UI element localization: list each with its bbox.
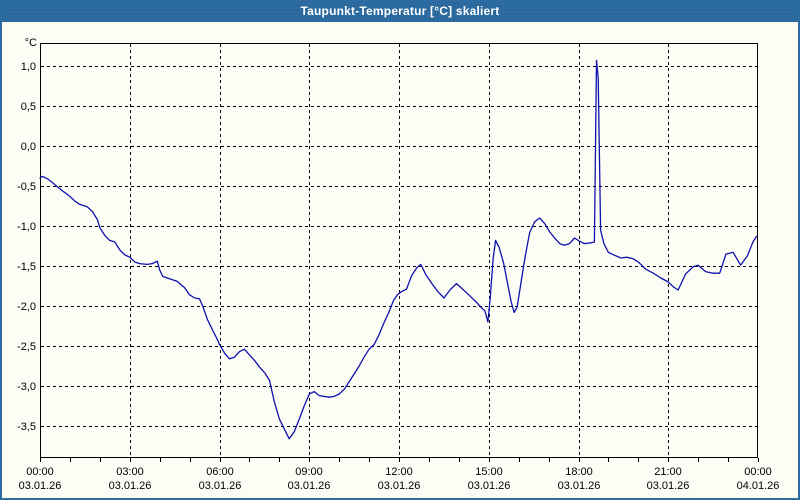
window-title: Taupunkt-Temperatur [°C] skaliert (300, 4, 500, 18)
x-axis-date-label: 03.01.26 (109, 480, 152, 492)
y-axis-tick-label: -1,0 (17, 221, 36, 233)
temperature-line (39, 59, 758, 440)
x-axis-date-label: 04.01.26 (737, 480, 780, 492)
y-axis-tick-label: -2,0 (17, 301, 36, 313)
x-axis-date-label: 03.01.26 (199, 480, 242, 492)
y-axis-tick-label: 0,0 (21, 141, 36, 153)
x-axis-time-label: 15:00 (475, 466, 503, 478)
x-axis-date-label: 03.01.26 (468, 480, 511, 492)
x-axis-time-label: 21:00 (654, 466, 682, 478)
x-axis-time-label: 00:00 (744, 466, 772, 478)
x-axis-time-label: 00:00 (26, 466, 54, 478)
y-axis-tick-label: -0,5 (17, 181, 36, 193)
x-axis-date-label: 03.01.26 (647, 480, 690, 492)
y-axis-tick-label: -2,5 (17, 341, 36, 353)
x-axis-time-label: 09:00 (295, 466, 323, 478)
y-axis-unit-label: °C (25, 37, 37, 49)
x-axis-time-label: 06:00 (206, 466, 234, 478)
x-axis-time-label: 18:00 (565, 466, 593, 478)
x-axis-time-label: 12:00 (385, 466, 413, 478)
y-axis-tick-label: -1,5 (17, 261, 36, 273)
plot-border (40, 43, 758, 458)
y-axis-tick-label: 0,5 (21, 101, 36, 113)
x-axis-date-label: 03.01.26 (288, 480, 331, 492)
y-axis-tick-label: -3,0 (17, 381, 36, 393)
x-axis-date-label: 03.01.26 (19, 480, 62, 492)
y-axis-tick-label: -3,5 (17, 421, 36, 433)
y-axis-tick-label: 1,0 (21, 61, 36, 73)
window-titlebar: Taupunkt-Temperatur [°C] skaliert (0, 0, 800, 22)
x-axis-date-label: 03.01.26 (558, 480, 601, 492)
x-axis-time-label: 03:00 (116, 466, 144, 478)
x-axis-date-label: 03.01.26 (378, 480, 421, 492)
